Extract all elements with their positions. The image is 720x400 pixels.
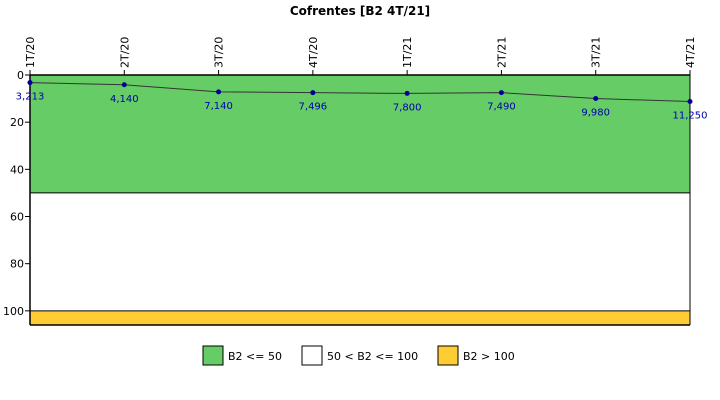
data-label: 3,213	[16, 92, 45, 103]
y-tick-label: 100	[3, 305, 24, 318]
legend-label: 50 < B2 <= 100	[327, 350, 418, 363]
band-2	[30, 310, 690, 325]
x-axis-ticks: 1T/20 2T/20 3T/20 4T/20 1T/21 2T/21 3T/21 4T/21	[24, 37, 697, 75]
data-labels: 3,213 4,140 7,140 7,496 7,800 7,490 9,980 11,25…	[16, 92, 708, 122]
x-tick-label: 1T/21	[401, 37, 414, 68]
legend-swatch	[301, 345, 323, 366]
x-tick-label: 2T/21	[495, 37, 508, 68]
x-tick-label: 3T/21	[590, 37, 603, 68]
chart-title: Cofrentes [B2 4T/21]	[290, 4, 430, 18]
legend-swatch	[437, 345, 459, 366]
data-point	[310, 90, 316, 96]
data-point	[404, 90, 410, 96]
series-line	[27, 80, 693, 105]
legend-swatch	[202, 345, 224, 366]
data-label: 7,490	[487, 102, 516, 113]
data-label: 7,140	[204, 101, 233, 112]
x-tick-label: 3T/20	[213, 37, 226, 68]
band-0	[30, 75, 690, 193]
data-point	[27, 80, 33, 86]
legend-label: B2 <= 50	[228, 350, 282, 363]
data-point	[121, 82, 127, 88]
x-tick-label: 4T/21	[684, 37, 697, 68]
y-tick-label: 0	[17, 69, 24, 82]
plot-frame	[29, 74, 691, 326]
data-label: 4,140	[110, 94, 139, 105]
y-axis-ticks: 0 20 40 60 80 100	[3, 69, 30, 318]
data-label: 7,496	[299, 102, 328, 113]
x-tick-label: 1T/20	[24, 37, 37, 68]
y-tick-label: 40	[10, 163, 24, 176]
data-label: 7,800	[393, 102, 422, 113]
legend-label: B2 > 100	[463, 350, 515, 363]
y-tick-label: 60	[10, 211, 24, 224]
data-point	[216, 89, 222, 95]
y-tick-label: 20	[10, 116, 24, 129]
data-label: 11,250	[673, 111, 708, 122]
data-point	[687, 99, 693, 105]
data-point	[498, 90, 504, 96]
legend: B2 <= 50 50 < B2 <= 100 B2 > 100	[202, 345, 515, 366]
threshold-bands	[30, 75, 690, 325]
x-tick-label: 4T/20	[307, 37, 320, 68]
x-tick-label: 2T/20	[118, 37, 131, 68]
data-point	[593, 96, 599, 102]
series-polyline	[29, 82, 691, 103]
band-1	[30, 192, 690, 311]
y-tick-label: 80	[10, 258, 24, 271]
data-label: 9,980	[581, 108, 610, 119]
